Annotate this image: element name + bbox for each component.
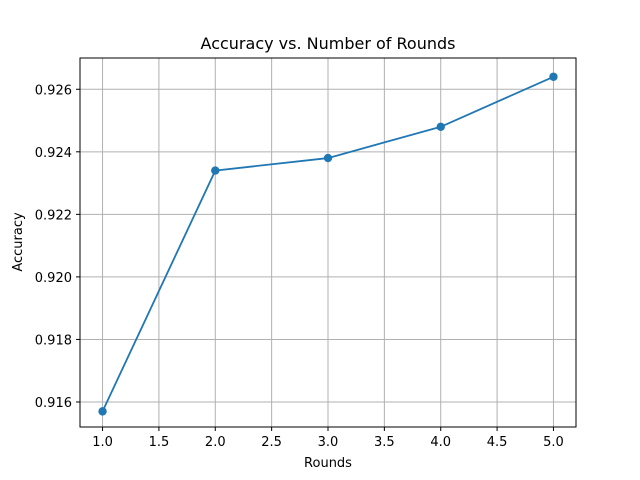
data-point [436,122,445,131]
x-axis-label: Rounds [304,456,352,471]
x-tick-label: 3.0 [318,435,339,450]
x-tick-label: 3.5 [374,435,395,450]
y-axis-label: Accuracy [11,212,26,272]
chart-title: Accuracy vs. Number of Rounds [201,34,456,53]
data-point [323,153,333,163]
y-tick-label: 0.926 [35,83,72,98]
x-tick-label: 4.5 [487,435,508,450]
grid [80,58,576,427]
data-point [211,166,220,175]
y-tick-label: 0.924 [35,146,72,161]
x-axis: 1.0 1.5 2.0 2.5 3.0 3.5 4.0 4.5 5.0 [92,427,564,450]
data-point [98,407,107,416]
series-layer [98,72,558,416]
x-tick-label: 1.0 [92,435,113,450]
x-tick-label: 2.5 [261,435,282,450]
data-point [549,72,558,81]
x-tick-label: 5.0 [543,435,564,450]
y-axis: 0.916 0.918 0.920 0.922 0.924 0.926 [35,83,80,411]
y-tick-label: 0.916 [35,396,72,411]
y-tick-label: 0.922 [35,208,72,223]
x-tick-label: 4.0 [430,435,451,450]
y-tick-label: 0.918 [35,333,72,348]
y-tick-label: 0.920 [35,271,72,286]
x-tick-label: 2.0 [205,435,226,450]
x-tick-label: 1.5 [149,435,170,450]
